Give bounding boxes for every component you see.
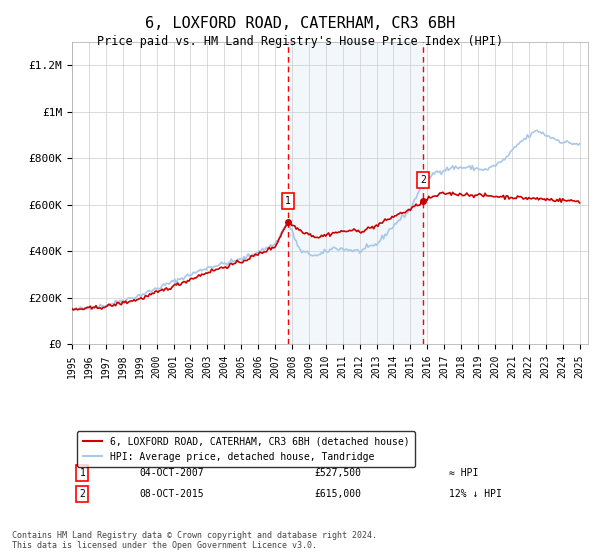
Text: Price paid vs. HM Land Registry's House Price Index (HPI): Price paid vs. HM Land Registry's House … bbox=[97, 35, 503, 48]
Text: 1: 1 bbox=[285, 196, 290, 206]
Text: Contains HM Land Registry data © Crown copyright and database right 2024.
This d: Contains HM Land Registry data © Crown c… bbox=[12, 530, 377, 550]
Text: £615,000: £615,000 bbox=[314, 489, 362, 499]
Text: 08-OCT-2015: 08-OCT-2015 bbox=[139, 489, 204, 499]
Legend: 6, LOXFORD ROAD, CATERHAM, CR3 6BH (detached house), HPI: Average price, detache: 6, LOXFORD ROAD, CATERHAM, CR3 6BH (deta… bbox=[77, 431, 415, 468]
Text: 6, LOXFORD ROAD, CATERHAM, CR3 6BH: 6, LOXFORD ROAD, CATERHAM, CR3 6BH bbox=[145, 16, 455, 31]
Text: 2: 2 bbox=[79, 489, 85, 499]
Text: £527,500: £527,500 bbox=[314, 468, 362, 478]
Text: 2: 2 bbox=[420, 175, 426, 185]
Text: 04-OCT-2007: 04-OCT-2007 bbox=[139, 468, 204, 478]
Bar bbox=[288, 42, 423, 344]
Text: 1: 1 bbox=[79, 468, 85, 478]
Text: 12% ↓ HPI: 12% ↓ HPI bbox=[449, 489, 502, 499]
Text: ≈ HPI: ≈ HPI bbox=[449, 468, 478, 478]
